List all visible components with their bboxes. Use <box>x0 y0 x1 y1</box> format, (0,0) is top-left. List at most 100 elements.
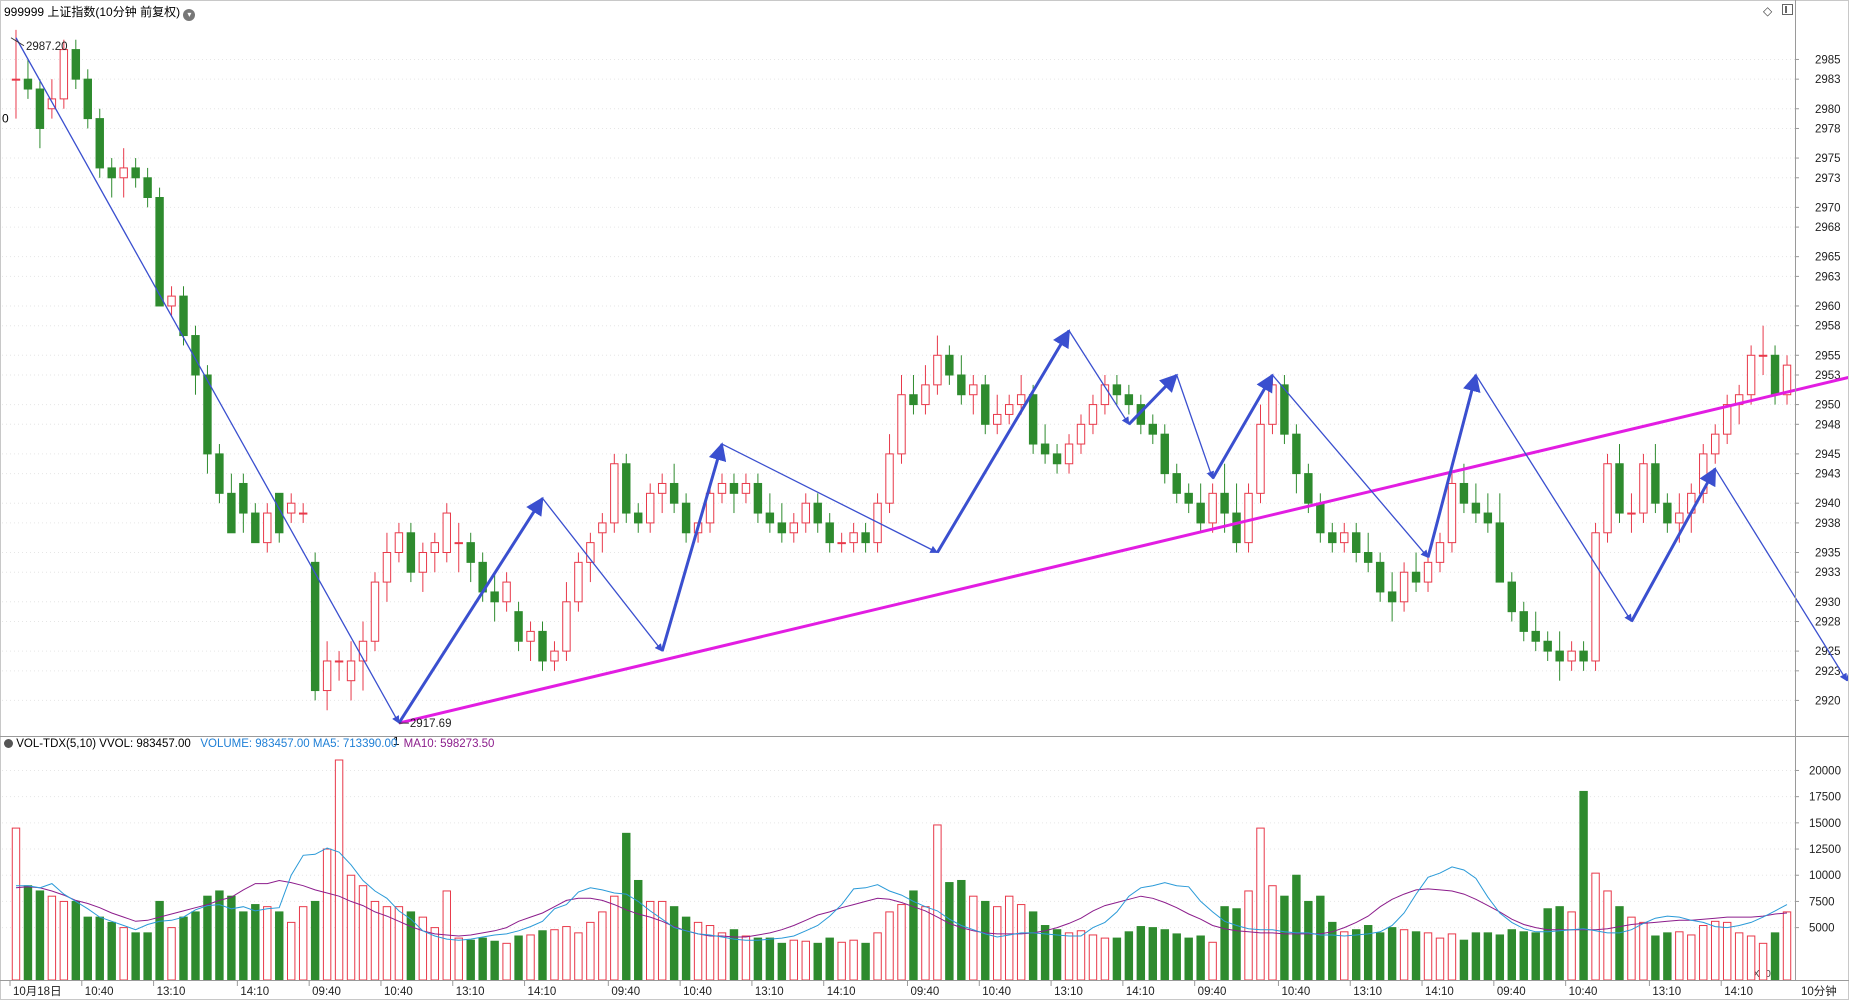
price-tick-label: 2985 <box>1815 54 1841 66</box>
volume-bar <box>777 942 787 981</box>
candle-body <box>47 98 57 110</box>
candle-body <box>562 601 571 652</box>
ma5-value: MA5: 713390.00 <box>312 738 398 750</box>
gear-icon[interactable] <box>4 739 13 748</box>
time-tick-label: 09:40 <box>1198 986 1227 998</box>
candle-body <box>59 49 69 100</box>
volume-bar <box>418 916 428 981</box>
zigzag-segment <box>15 37 400 724</box>
candle-body <box>1782 364 1792 396</box>
candle-body <box>191 335 200 376</box>
candle-body <box>1040 443 1050 455</box>
candle-body <box>95 118 104 169</box>
candle-body <box>837 542 846 545</box>
volume-bar <box>681 916 691 981</box>
volume-bar <box>717 932 727 981</box>
price-tick-label: 2945 <box>1815 449 1841 461</box>
candle-body <box>203 374 212 455</box>
candle-body <box>1435 542 1445 563</box>
candle-body <box>1112 384 1122 396</box>
time-tick-label: 09:40 <box>312 986 341 998</box>
price-tick-label: 2920 <box>1815 695 1841 707</box>
candle-body <box>1232 512 1241 544</box>
volume-bar <box>131 932 140 981</box>
candle-body <box>1411 571 1421 583</box>
volume-bar <box>1220 906 1229 981</box>
candle-body <box>1555 650 1564 662</box>
price-tick-label: 2980 <box>1815 104 1841 116</box>
candle-body <box>346 660 356 682</box>
volume-bar <box>1579 790 1588 981</box>
candle-body <box>418 552 428 573</box>
candlestick-series <box>11 29 1792 711</box>
panel-toggle-icon[interactable] <box>1782 4 1793 15</box>
volume-bar <box>1076 930 1086 981</box>
volume-bar <box>1316 895 1325 981</box>
zigzag-segment <box>1271 374 1429 559</box>
volume-bar <box>634 879 643 981</box>
volume-ma-lines <box>15 847 1788 941</box>
volume-bar <box>837 941 846 981</box>
time-tick-label: 13:10 <box>456 986 485 998</box>
candle-body <box>1304 473 1313 504</box>
candle-body <box>1196 502 1205 524</box>
price-tick-label: 2955 <box>1815 350 1841 362</box>
volume-bar <box>825 937 834 981</box>
time-tick-label: 14:10 <box>1724 986 1753 998</box>
zigzag-segment <box>721 443 939 554</box>
volume-bar <box>849 939 858 981</box>
candle-body <box>263 512 272 544</box>
volume-grid <box>2 769 1795 929</box>
volume-bar <box>1447 933 1457 981</box>
volume-bar <box>909 890 918 981</box>
volume-bar <box>466 939 475 981</box>
candle-body <box>1567 650 1576 662</box>
time-tick-label: 14:10 <box>827 986 856 998</box>
volume-bar <box>1722 921 1732 981</box>
volume-bar <box>981 900 990 981</box>
time-tick-label: 13:10 <box>1652 986 1681 998</box>
candle-body <box>71 49 81 80</box>
volume-bar <box>454 937 463 981</box>
volume-bar <box>322 848 332 981</box>
volume-bar <box>562 926 571 981</box>
wave-label-1: 1 <box>393 734 400 748</box>
volume-bar <box>394 906 404 981</box>
candle-body <box>382 552 392 583</box>
candle-body <box>610 463 619 524</box>
time-tick-label: 14:10 <box>528 986 557 998</box>
diamond-icon[interactable]: ◇ <box>1763 4 1773 18</box>
volume-bar <box>1375 932 1385 981</box>
volume-indicator-header: VOL-TDX(5,10) VVOL: 983457.00 VOLUME: 98… <box>4 738 494 750</box>
candle-body <box>1722 404 1732 435</box>
candle-body <box>275 492 284 534</box>
candle-body <box>657 482 667 494</box>
price-tick-label: 2965 <box>1815 252 1841 264</box>
candle-body <box>490 591 499 603</box>
candle-body <box>334 660 344 663</box>
candle-body <box>1663 502 1672 524</box>
candle-body <box>1615 463 1624 514</box>
candle-body <box>1579 650 1588 662</box>
volume-bar <box>310 900 320 981</box>
volume-bar <box>538 930 547 981</box>
candle-body <box>861 532 870 544</box>
candle-body <box>227 492 236 534</box>
volume-bar <box>502 942 511 981</box>
price-tick-label: 2928 <box>1815 617 1841 629</box>
candle-body <box>322 660 332 692</box>
candle-body <box>969 384 978 396</box>
dropdown-circle-icon[interactable]: ▾ <box>183 9 196 21</box>
zigzag-segment <box>397 496 544 724</box>
candle-body <box>741 482 751 494</box>
candle-body <box>310 561 320 692</box>
volume-bar <box>1495 934 1505 981</box>
volume-value: VOLUME: 983457.00 <box>200 738 310 750</box>
time-tick-label: 13:10 <box>1054 986 1083 998</box>
volume-bar <box>885 911 894 981</box>
volume-bar <box>1699 925 1708 981</box>
volume-bar <box>71 900 81 981</box>
volume-bar <box>1387 927 1397 981</box>
candle-body <box>1758 354 1768 357</box>
price-tick-label: 2968 <box>1815 222 1841 234</box>
